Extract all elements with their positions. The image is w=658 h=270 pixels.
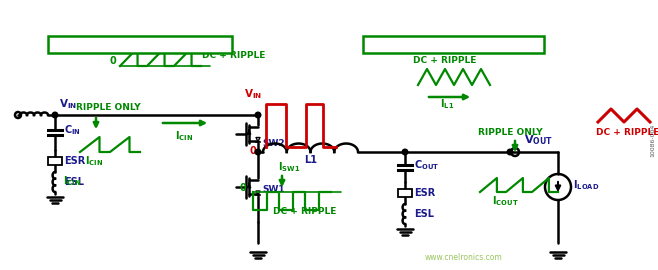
Text: www.cnelronics.com: www.cnelronics.com — [425, 253, 503, 262]
Circle shape — [402, 149, 408, 155]
Text: DC + RIPPLE: DC + RIPPLE — [273, 207, 336, 216]
Text: SW1: SW1 — [262, 184, 285, 194]
Text: CONTINUOUS OUTPUT CURRENT: CONTINUOUS OUTPUT CURRENT — [376, 39, 530, 49]
FancyBboxPatch shape — [363, 35, 544, 52]
Text: ESR: ESR — [414, 188, 435, 198]
Text: DC + RIPPLE: DC + RIPPLE — [413, 56, 476, 65]
Text: $\mathbf{V_{IN}}$: $\mathbf{V_{IN}}$ — [59, 97, 77, 111]
Bar — [398, 189, 412, 197]
Text: $\mathbf{V_{OUT}}$: $\mathbf{V_{OUT}}$ — [524, 133, 553, 147]
Text: DISCONTINUOUS INPUT CURRENT: DISCONTINUOUS INPUT CURRENT — [59, 39, 220, 49]
Text: DC + RIPPLE: DC + RIPPLE — [202, 50, 265, 59]
Text: 0: 0 — [250, 146, 257, 156]
Text: $\mathbf{I_{CIN}}$: $\mathbf{I_{CIN}}$ — [175, 129, 193, 143]
Text: $\mathbf{C_{OUT}}$: $\mathbf{C_{OUT}}$ — [414, 158, 440, 172]
Text: $\mathbf{I_{LOAD}}$: $\mathbf{I_{LOAD}}$ — [573, 178, 599, 192]
Bar — [48, 157, 62, 165]
Text: $\mathbf{I_{SW1}}$: $\mathbf{I_{SW1}}$ — [278, 160, 301, 174]
Text: 0: 0 — [110, 56, 116, 66]
Text: $\mathbf{I_{COUT}}$: $\mathbf{I_{COUT}}$ — [492, 194, 519, 208]
Circle shape — [52, 112, 58, 118]
Text: $\mathbf{V_{IN}}$: $\mathbf{V_{IN}}$ — [244, 87, 262, 101]
Text: SW2: SW2 — [262, 140, 285, 148]
Text: $\mathbf{I_{L1}}$: $\mathbf{I_{L1}}$ — [440, 97, 454, 111]
Circle shape — [255, 149, 261, 155]
Text: $\mathbf{I_{CIN}}$: $\mathbf{I_{CIN}}$ — [85, 154, 103, 168]
Text: ESL: ESL — [64, 177, 84, 187]
Text: $\mathbf{I_{CIN}}$: $\mathbf{I_{CIN}}$ — [63, 174, 82, 188]
FancyBboxPatch shape — [47, 35, 232, 52]
Text: ESR: ESR — [64, 156, 86, 166]
Text: ESL: ESL — [414, 209, 434, 219]
Circle shape — [255, 112, 261, 118]
Text: $\mathbf{C_{IN}}$: $\mathbf{C_{IN}}$ — [64, 124, 81, 137]
Text: L1: L1 — [304, 155, 317, 165]
Text: DC + RIPPLE: DC + RIPPLE — [596, 128, 658, 137]
Text: 0: 0 — [239, 183, 245, 193]
Text: RIPPLE ONLY: RIPPLE ONLY — [478, 128, 542, 137]
Circle shape — [507, 149, 513, 155]
Text: 10086-004: 10086-004 — [651, 123, 655, 157]
Text: RIPPLE ONLY: RIPPLE ONLY — [76, 103, 140, 112]
